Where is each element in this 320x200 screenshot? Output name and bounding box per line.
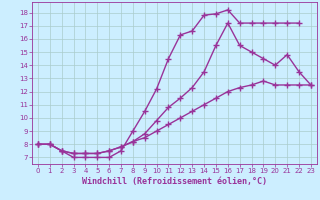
X-axis label: Windchill (Refroidissement éolien,°C): Windchill (Refroidissement éolien,°C)	[82, 177, 267, 186]
